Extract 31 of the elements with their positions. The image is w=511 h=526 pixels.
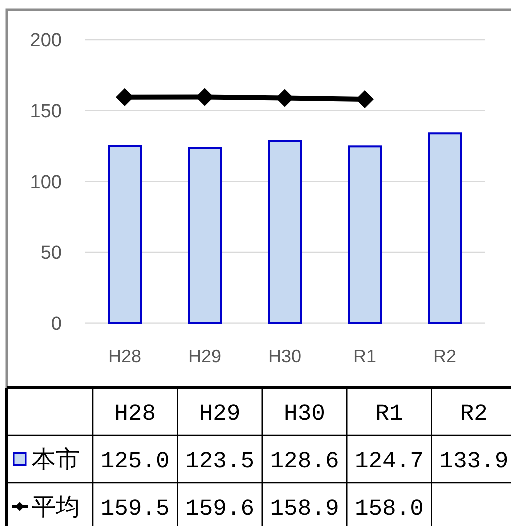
y-tick-label: 200 [30,30,62,52]
legend-label: 本市 [32,446,80,476]
bar [268,140,302,324]
x-tick-label: R1 [353,346,377,366]
category-label: H28 [114,400,156,427]
bar [348,146,382,324]
y-tick-label: 100 [30,172,62,194]
y-tick-label: 150 [30,101,62,122]
bar [108,145,142,324]
data-label: 159.5 [100,496,170,522]
data-label: 158.0 [354,496,424,522]
x-tick-label: R2 [433,346,457,366]
category-label: H29 [199,400,241,427]
data-label: 158.9 [270,496,340,522]
bar [188,147,222,324]
y-tick-label: 0 [51,314,62,335]
data-label: 133.9 [440,448,509,474]
category-label: H30 [284,400,326,427]
x-tick-label: H29 [188,346,222,366]
category-label: R2 [460,400,488,427]
data-label: 128.6 [270,448,340,474]
data-label: 125.0 [100,448,170,474]
bar [428,132,462,324]
data-label: 159.6 [186,496,255,522]
legend-label: 平均 [32,495,80,524]
x-tick-label: H28 [108,346,142,366]
data-label: 124.7 [354,448,424,474]
data-label: 123.5 [186,448,255,474]
x-tick-label: H30 [268,346,302,366]
y-tick-label: 50 [40,243,62,264]
category-label: R1 [376,400,404,427]
